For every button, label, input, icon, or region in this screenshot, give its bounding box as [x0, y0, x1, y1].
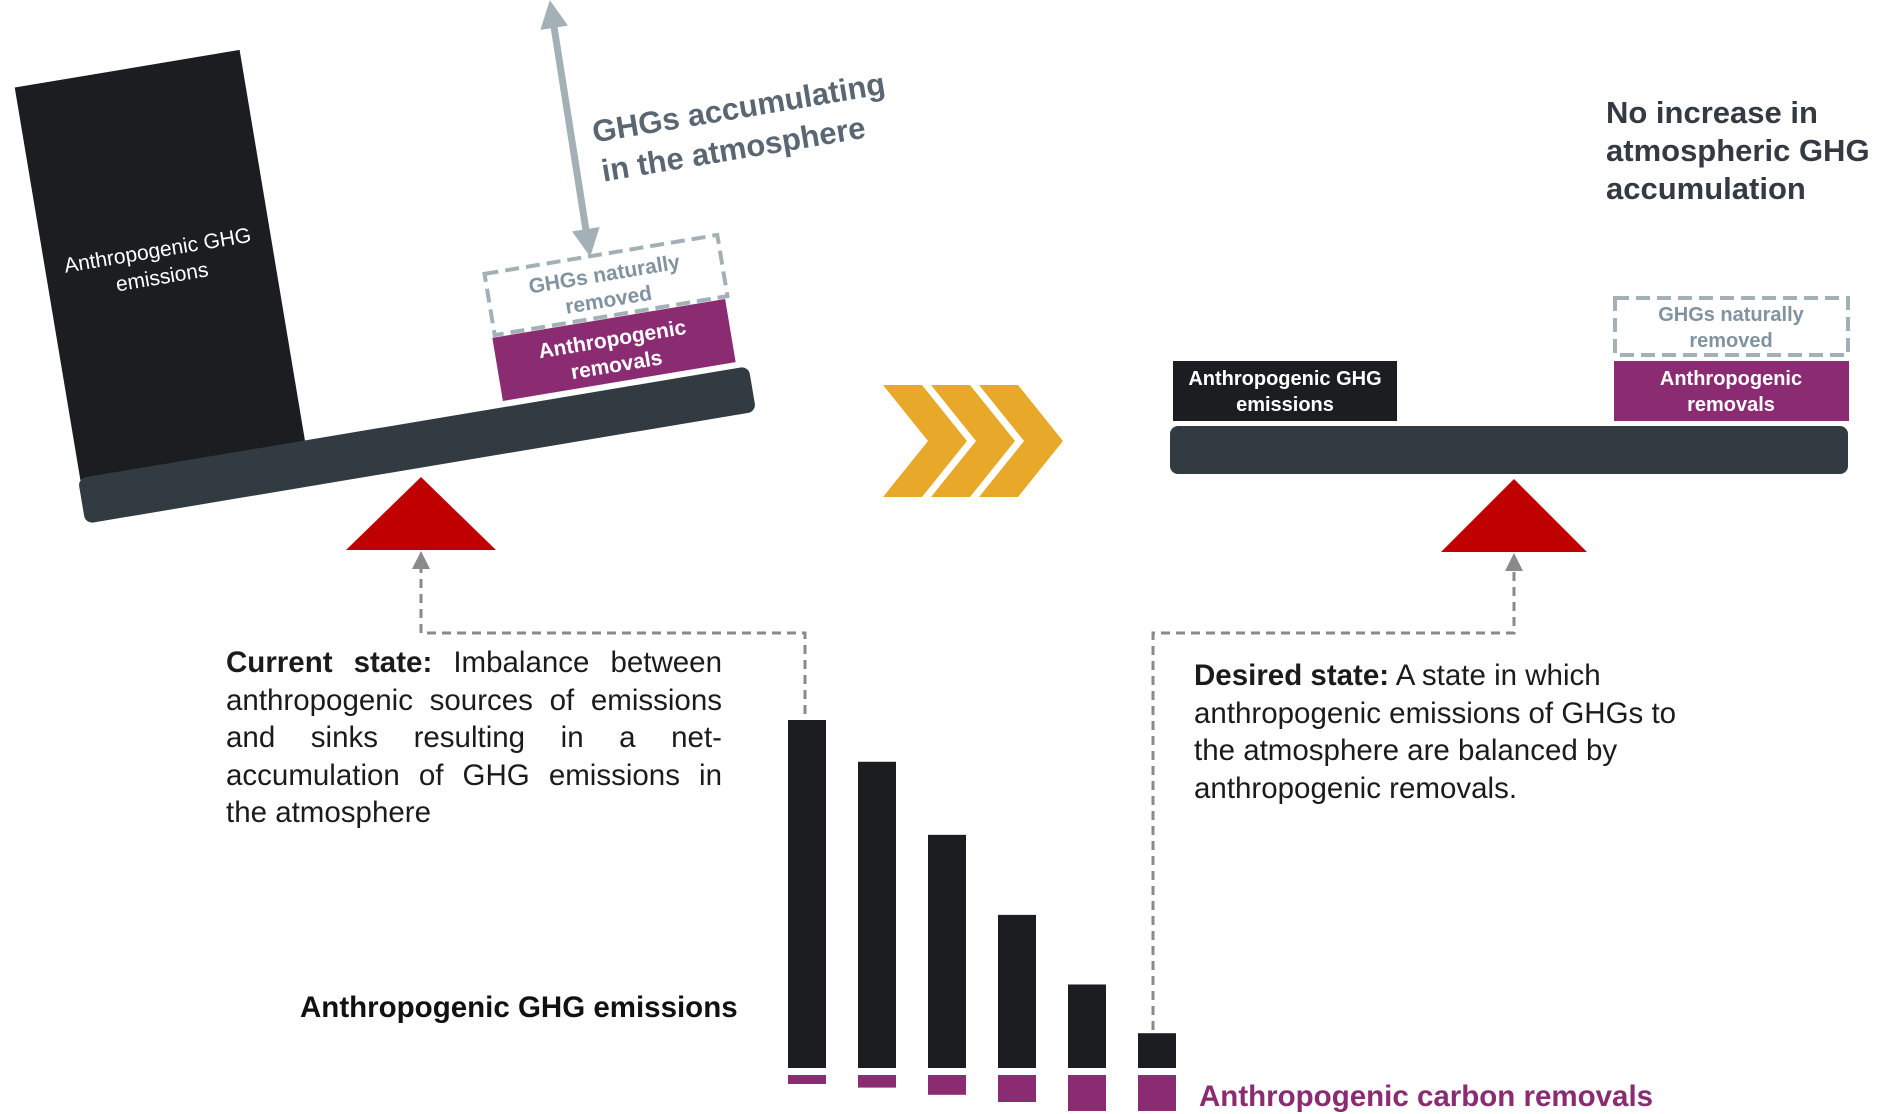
right-emissions-block [1173, 361, 1397, 421]
removals-bar [788, 1075, 826, 1084]
no-increase-label: No increase in atmospheric GHG accumulat… [1606, 95, 1870, 206]
emissions-series-label: Anthropogenic GHG emissions [300, 991, 738, 1024]
emissions-bar [1068, 984, 1106, 1068]
current-state-text: Imbalance between anthropogenic sources … [226, 646, 722, 829]
chevron-icon [931, 385, 1015, 497]
emissions-bar [788, 720, 826, 1068]
emissions-removals-bar-chart [788, 720, 1176, 1111]
connectors [412, 551, 1523, 1030]
chevron-icon [883, 385, 967, 497]
transition-chevrons [883, 385, 1063, 497]
desired-state-text: A state in which anthropogenic emissions… [1194, 659, 1677, 805]
emissions-bar [858, 761, 896, 1068]
removals-series-label: Anthropogenic carbon removals [1199, 1080, 1654, 1113]
accumulating-label: GHGs accumulating in the atmosphere [590, 66, 888, 188]
desired-state-title: Desired state: [1194, 659, 1390, 692]
emissions-bar [928, 834, 966, 1068]
emissions-bar [998, 914, 1036, 1068]
right-naturally-removed-box [1613, 296, 1850, 357]
desired-state-description: Desired state: A state in which anthropo… [1194, 657, 1714, 807]
current-state-description: Current state: Imbalance between anthrop… [226, 644, 722, 832]
removals-bar [1138, 1075, 1176, 1111]
current-state-connector [412, 551, 807, 714]
right-emissions-label: Anthropogenic GHG emissions [1188, 368, 1381, 416]
chevron-icon [979, 385, 1063, 497]
right-scale: Anthropogenic GHG emissions Anthropogenic… [1170, 296, 1850, 552]
left-beam [79, 367, 755, 523]
removals-bar [1068, 1075, 1106, 1111]
right-fulcrum [1441, 479, 1587, 552]
right-removals-block [1614, 361, 1849, 421]
accumulation-double-arrow [540, 0, 600, 257]
right-naturally-removed-label: GHGs naturally removed [1658, 304, 1804, 352]
removals-bar [858, 1075, 896, 1088]
right-removals-label: Anthropogenic removals [1660, 368, 1802, 416]
removals-bar [928, 1075, 966, 1095]
desired-state-connector [1151, 553, 1523, 1030]
emissions-bar [1138, 1033, 1176, 1068]
right-beam [1170, 426, 1848, 474]
left-fulcrum [346, 477, 496, 550]
left-scale: Anthropogenic GHGemissions Anthropogenic… [14, 0, 888, 550]
left-emissions-block: Anthropogenic GHGemissions [14, 49, 306, 481]
removals-bar [998, 1075, 1036, 1102]
current-state-title: Current state: [226, 646, 433, 679]
